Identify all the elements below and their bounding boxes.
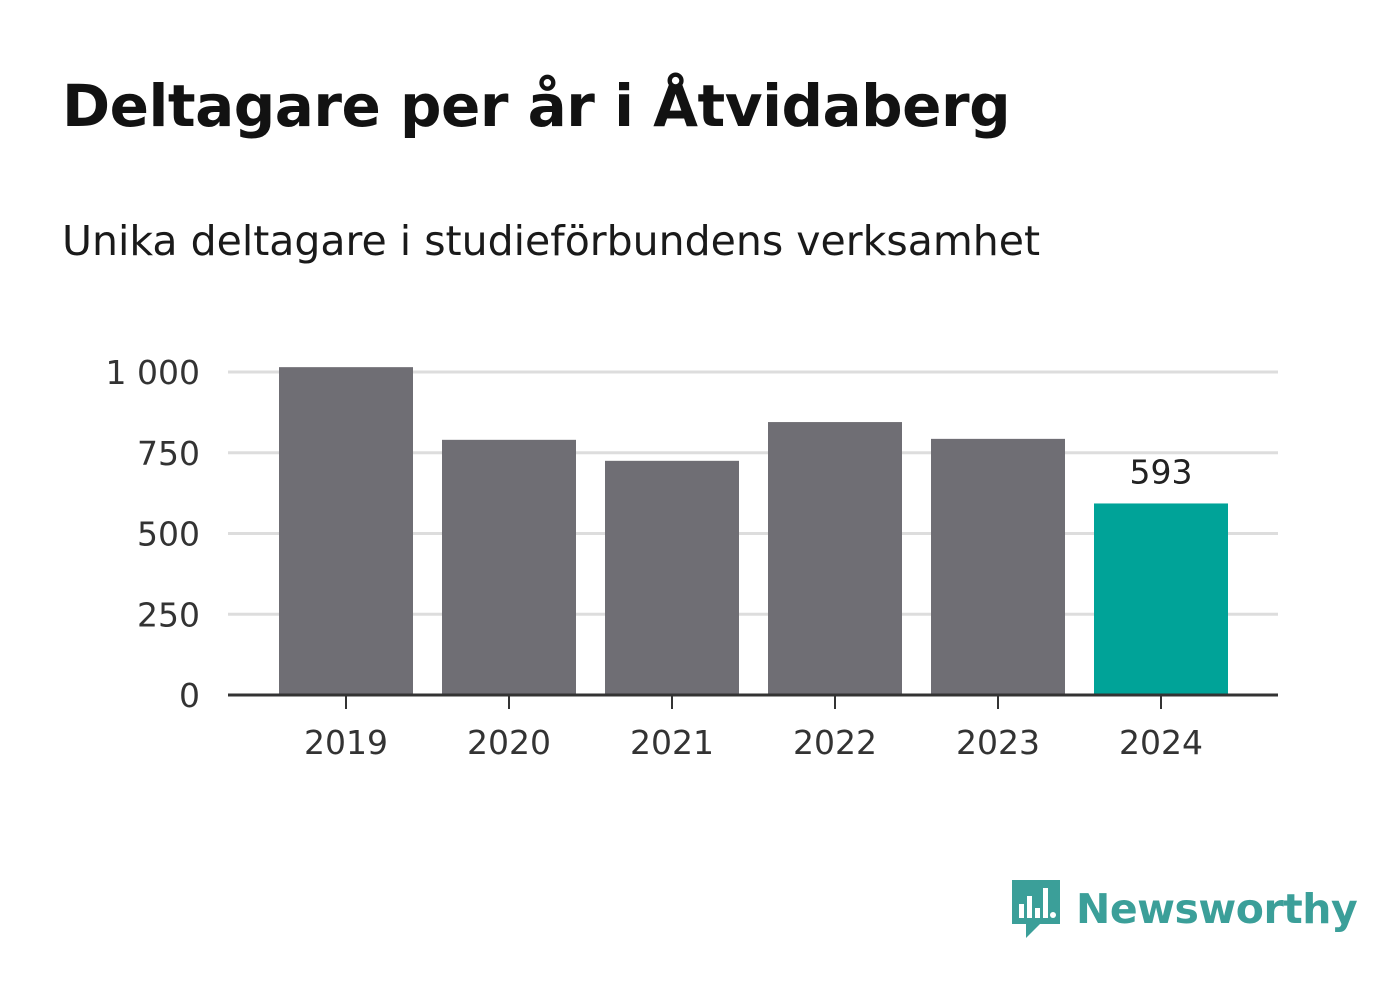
- newsworthy-logo: Newsworthy: [1010, 878, 1358, 940]
- bar-2021: [605, 460, 739, 695]
- y-tick-label: 250: [137, 595, 200, 634]
- chart-title: Deltagare per år i Åtvidaberg: [62, 72, 1011, 140]
- x-tick-label: 2022: [793, 723, 877, 762]
- bar-2023: [931, 438, 1065, 695]
- bar-2022: [768, 422, 902, 695]
- bar-2024: [1094, 503, 1228, 695]
- bar-2019: [279, 367, 413, 695]
- data-label: 593: [1130, 452, 1193, 491]
- chart-subtitle: Unika deltagare i studieförbundens verks…: [62, 217, 1041, 265]
- x-tick-label: 2020: [467, 723, 551, 762]
- y-tick-label: 500: [137, 515, 200, 554]
- chart-speech-bubble-icon: [1012, 880, 1060, 938]
- x-tick-label: 2019: [304, 723, 388, 762]
- y-tick-label: 750: [137, 434, 200, 473]
- x-tick-label: 2021: [630, 723, 714, 762]
- x-tick-label: 2023: [956, 723, 1040, 762]
- x-tick-label: 2024: [1119, 723, 1203, 762]
- bar-2020: [442, 439, 576, 695]
- y-tick-label: 0: [179, 676, 200, 715]
- brand-name: Newsworthy: [1076, 885, 1358, 933]
- y-tick-label: 1 000: [106, 353, 200, 392]
